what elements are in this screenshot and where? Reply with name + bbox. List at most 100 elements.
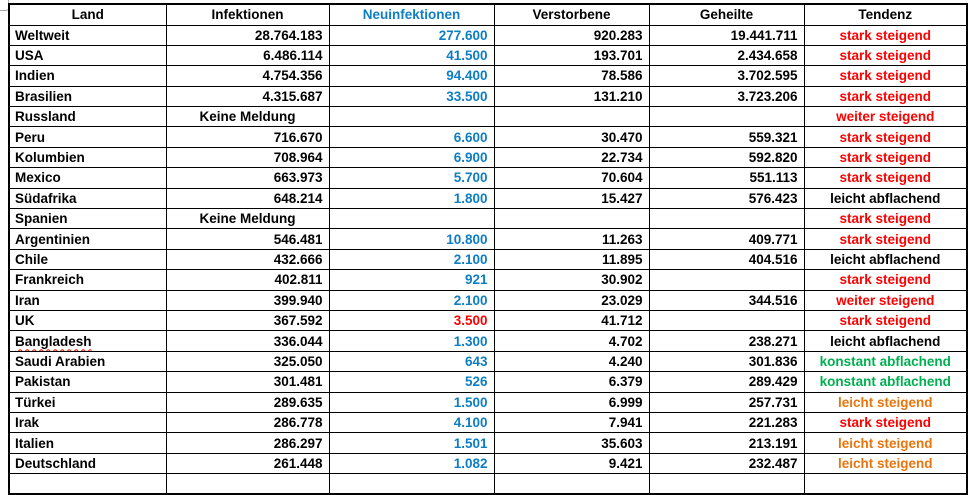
cell-geheilte[interactable] [648, 208, 805, 230]
cell-tendenz[interactable]: leicht abflachend [803, 248, 968, 271]
cell-geheilte[interactable]: 592.820 [648, 146, 805, 169]
cell-land[interactable]: UK [8, 309, 167, 332]
cell-neuinfektionen[interactable]: 1.501 [328, 432, 495, 454]
cell-tendenz[interactable]: stark steigend [803, 167, 968, 189]
cell-infektionen[interactable]: Keine Meldung [165, 106, 330, 128]
empty-cell[interactable] [648, 473, 805, 495]
col-header-neuinfektionen[interactable]: Neuinfektionen [328, 3, 495, 26]
cell-geheilte[interactable]: 289.429 [648, 371, 805, 393]
cell-geheilte[interactable]: 238.271 [648, 330, 805, 352]
cell-verstorbene[interactable]: 9.421 [493, 452, 650, 475]
cell-land[interactable]: Pakistan [8, 371, 167, 393]
cell-tendenz[interactable]: stark steigend [803, 65, 968, 87]
cell-verstorbene[interactable] [493, 106, 650, 128]
cell-land[interactable]: Saudi Arabien [8, 350, 167, 373]
cell-land[interactable]: Argentinien [8, 228, 167, 250]
empty-cell[interactable] [328, 473, 495, 495]
cell-infektionen[interactable]: Keine Meldung [165, 208, 330, 230]
cell-geheilte[interactable]: 409.771 [648, 228, 805, 250]
cell-land[interactable]: Brasilien [8, 85, 167, 108]
cell-geheilte[interactable]: 213.191 [648, 432, 805, 454]
cell-tendenz[interactable]: stark steigend [803, 208, 968, 230]
cell-neuinfektionen[interactable]: 41.500 [328, 44, 495, 67]
cell-neuinfektionen[interactable]: 4.100 [328, 411, 495, 434]
cell-tendenz[interactable]: leicht abflachend [803, 330, 968, 352]
cell-geheilte[interactable]: 404.516 [648, 248, 805, 271]
cell-infektionen[interactable]: 261.448 [165, 452, 330, 475]
cell-geheilte[interactable] [648, 269, 805, 291]
cell-neuinfektionen[interactable]: 277.600 [328, 24, 495, 46]
cell-verstorbene[interactable]: 15.427 [493, 187, 650, 210]
cell-infektionen[interactable]: 286.778 [165, 411, 330, 434]
col-header-land[interactable]: Land [8, 3, 167, 26]
cell-geheilte[interactable] [648, 106, 805, 128]
cell-land[interactable]: Frankreich [8, 269, 167, 291]
cell-neuinfektionen[interactable]: 2.100 [328, 248, 495, 271]
cell-verstorbene[interactable]: 41.712 [493, 309, 650, 332]
cell-tendenz[interactable]: stark steigend [803, 411, 968, 434]
cell-land[interactable]: Iran [8, 289, 167, 311]
cell-infektionen[interactable]: 289.635 [165, 391, 330, 413]
cell-tendenz[interactable]: leicht steigend [803, 452, 968, 475]
cell-neuinfektionen[interactable]: 1.500 [328, 391, 495, 413]
col-header-infektionen[interactable]: Infektionen [165, 3, 330, 26]
cell-land[interactable]: Kolumbien [8, 146, 167, 169]
cell-verstorbene[interactable]: 30.470 [493, 126, 650, 148]
cell-tendenz[interactable]: leicht abflachend [803, 187, 968, 210]
cell-neuinfektionen[interactable]: 1.800 [328, 187, 495, 210]
cell-verstorbene[interactable]: 23.029 [493, 289, 650, 311]
cell-neuinfektionen[interactable]: 6.900 [328, 146, 495, 169]
cell-land[interactable]: Mexico [8, 167, 167, 189]
cell-verstorbene[interactable]: 78.586 [493, 65, 650, 87]
cell-neuinfektionen[interactable]: 921 [328, 269, 495, 291]
cell-neuinfektionen[interactable]: 1.082 [328, 452, 495, 475]
cell-geheilte[interactable]: 3.702.595 [648, 65, 805, 87]
cell-neuinfektionen[interactable]: 10.800 [328, 228, 495, 250]
cell-infektionen[interactable]: 6.486.114 [165, 44, 330, 67]
cell-infektionen[interactable]: 4.315.687 [165, 85, 330, 108]
cell-land[interactable]: Chile [8, 248, 167, 271]
cell-verstorbene[interactable]: 6.999 [493, 391, 650, 413]
cell-tendenz[interactable]: konstant abflachend [803, 350, 968, 373]
empty-cell[interactable] [165, 473, 330, 495]
cell-land[interactable]: Weltweit [8, 24, 167, 46]
cell-verstorbene[interactable]: 4.240 [493, 350, 650, 373]
cell-infektionen[interactable]: 301.481 [165, 371, 330, 393]
cell-verstorbene[interactable]: 30.902 [493, 269, 650, 291]
cell-neuinfektionen[interactable] [328, 208, 495, 230]
cell-neuinfektionen[interactable]: 6.600 [328, 126, 495, 148]
cell-verstorbene[interactable]: 6.379 [493, 371, 650, 393]
cell-neuinfektionen[interactable]: 33.500 [328, 85, 495, 108]
cell-infektionen[interactable]: 399.940 [165, 289, 330, 311]
cell-land[interactable]: Spanien [8, 208, 167, 230]
cell-geheilte[interactable]: 576.423 [648, 187, 805, 210]
col-header-verstorbene[interactable]: Verstorbene [493, 3, 650, 26]
cell-land[interactable]: Peru [8, 126, 167, 148]
cell-infektionen[interactable]: 367.592 [165, 309, 330, 332]
cell-neuinfektionen[interactable]: 1.300 [328, 330, 495, 352]
cell-geheilte[interactable]: 344.516 [648, 289, 805, 311]
cell-infektionen[interactable]: 402.811 [165, 269, 330, 291]
cell-infektionen[interactable]: 648.214 [165, 187, 330, 210]
cell-land[interactable]: USA [8, 44, 167, 67]
cell-verstorbene[interactable]: 22.734 [493, 146, 650, 169]
cell-infektionen[interactable]: 432.666 [165, 248, 330, 271]
cell-infektionen[interactable]: 546.481 [165, 228, 330, 250]
cell-land[interactable]: Irak [8, 411, 167, 434]
cell-tendenz[interactable]: stark steigend [803, 85, 968, 108]
cell-verstorbene[interactable]: 35.603 [493, 432, 650, 454]
cell-tendenz[interactable]: leicht steigend [803, 432, 968, 454]
cell-verstorbene[interactable]: 11.263 [493, 228, 650, 250]
cell-land[interactable]: Indien [8, 65, 167, 87]
cell-geheilte[interactable]: 257.731 [648, 391, 805, 413]
cell-verstorbene[interactable]: 11.895 [493, 248, 650, 271]
cell-neuinfektionen[interactable]: 3.500 [328, 309, 495, 332]
cell-geheilte[interactable]: 3.723.206 [648, 85, 805, 108]
empty-cell[interactable] [493, 473, 650, 495]
cell-tendenz[interactable]: leicht steigend [803, 391, 968, 413]
cell-land[interactable]: Bangladesh [8, 330, 167, 352]
cell-tendenz[interactable]: weiter steigend [803, 106, 968, 128]
cell-infektionen[interactable]: 325.050 [165, 350, 330, 373]
cell-geheilte[interactable]: 2.434.658 [648, 44, 805, 67]
cell-tendenz[interactable]: konstant abflachend [803, 371, 968, 393]
